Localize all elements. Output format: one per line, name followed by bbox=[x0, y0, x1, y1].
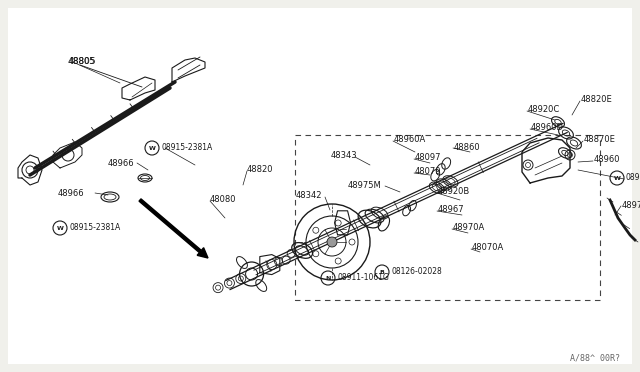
Circle shape bbox=[327, 237, 337, 247]
Text: 48966: 48966 bbox=[108, 158, 134, 167]
Text: 48343: 48343 bbox=[331, 151, 358, 160]
Text: 48079: 48079 bbox=[415, 167, 442, 176]
Text: 48970: 48970 bbox=[622, 201, 640, 209]
Text: 48975M: 48975M bbox=[348, 180, 381, 189]
Text: 08911-1061G: 08911-1061G bbox=[337, 273, 389, 282]
Text: N: N bbox=[325, 276, 331, 280]
Text: 08915-2381A: 08915-2381A bbox=[162, 144, 213, 153]
Text: A/88^ 00R?: A/88^ 00R? bbox=[570, 353, 620, 362]
Text: 48342: 48342 bbox=[296, 190, 323, 199]
Text: 48960A: 48960A bbox=[394, 135, 426, 144]
Text: 48920B: 48920B bbox=[438, 187, 470, 196]
Text: 48967: 48967 bbox=[438, 205, 465, 215]
Text: 48870E: 48870E bbox=[584, 135, 616, 144]
Text: 48097: 48097 bbox=[415, 154, 442, 163]
Text: 08915-44042: 08915-44042 bbox=[626, 173, 640, 183]
Text: 48805: 48805 bbox=[68, 58, 97, 67]
Text: 48080: 48080 bbox=[210, 196, 237, 205]
Bar bbox=[295, 135, 600, 300]
Text: 48805: 48805 bbox=[69, 57, 95, 65]
Text: 48920C: 48920C bbox=[528, 106, 560, 115]
Text: 08126-02028: 08126-02028 bbox=[391, 267, 442, 276]
Text: W: W bbox=[148, 145, 156, 151]
Text: 48966: 48966 bbox=[58, 189, 84, 198]
Text: B: B bbox=[380, 269, 385, 275]
Text: 08915-2381A: 08915-2381A bbox=[70, 224, 121, 232]
Text: 48960D: 48960D bbox=[531, 124, 564, 132]
Text: 48860: 48860 bbox=[454, 142, 481, 151]
Text: W: W bbox=[56, 225, 63, 231]
Text: W: W bbox=[614, 176, 620, 180]
Text: 48070A: 48070A bbox=[472, 244, 504, 253]
Text: 48820E: 48820E bbox=[581, 96, 612, 105]
Text: 48820: 48820 bbox=[247, 166, 273, 174]
Text: 48970A: 48970A bbox=[453, 224, 485, 232]
FancyArrow shape bbox=[139, 199, 208, 258]
Text: 48960: 48960 bbox=[594, 155, 621, 164]
